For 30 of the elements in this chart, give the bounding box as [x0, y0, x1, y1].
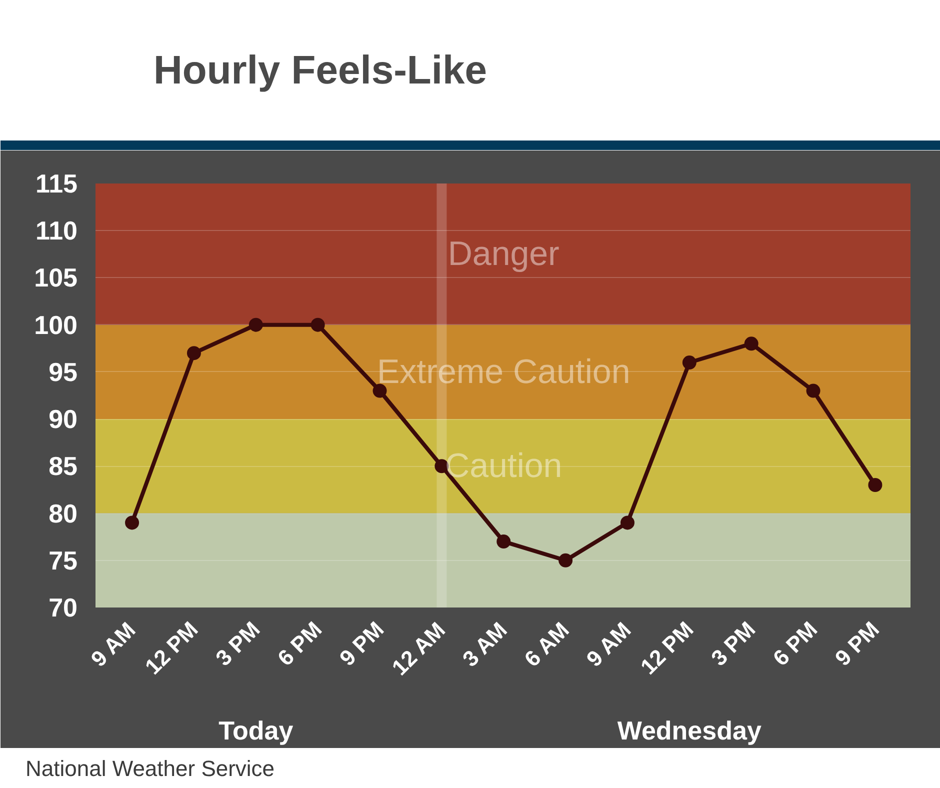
x-tick-label: 6 AM — [520, 617, 574, 672]
x-tick-label: 6 PM — [768, 616, 822, 671]
y-tick-label: 110 — [36, 216, 78, 246]
y-tick-label: 95 — [48, 356, 78, 387]
chart-title: Hourly Feels-Like — [154, 48, 487, 92]
y-tick-label: 70 — [48, 592, 78, 622]
x-tick-label: 12 AM — [387, 617, 450, 680]
text: Wednesday — [617, 716, 762, 746]
y-tick-label: 80 — [48, 498, 78, 528]
text: Today — [218, 716, 294, 746]
y-tick-label: 105 — [34, 262, 78, 293]
x-tick-label: 6 PM — [272, 616, 327, 671]
y-tick-label: 85 — [48, 451, 78, 482]
x-tick-label: 3 PM — [706, 616, 760, 671]
y-tick-label: 75 — [48, 545, 78, 576]
x-tick-label: 12 PM — [636, 616, 698, 680]
x-tick-label: 9 PM — [334, 616, 389, 671]
x-tick-label: 12 PM — [140, 616, 203, 680]
band-label: Danger — [448, 235, 560, 274]
band-label: Extreme Caution — [377, 352, 630, 391]
y-tick-label: 90 — [48, 404, 78, 434]
x-tick-label: 9 AM — [86, 617, 140, 672]
y-tick-label: 100 — [34, 310, 78, 340]
y-tick-label: 115 — [36, 168, 78, 198]
band-label: Caution — [445, 447, 562, 486]
x-tick-label: 3 PM — [210, 616, 265, 671]
x-tick-label: 9 AM — [581, 617, 636, 672]
x-tick-label: 3 AM — [458, 617, 512, 672]
x-tick-label: 9 PM — [830, 616, 884, 671]
text: National Weather Service — [26, 756, 275, 781]
